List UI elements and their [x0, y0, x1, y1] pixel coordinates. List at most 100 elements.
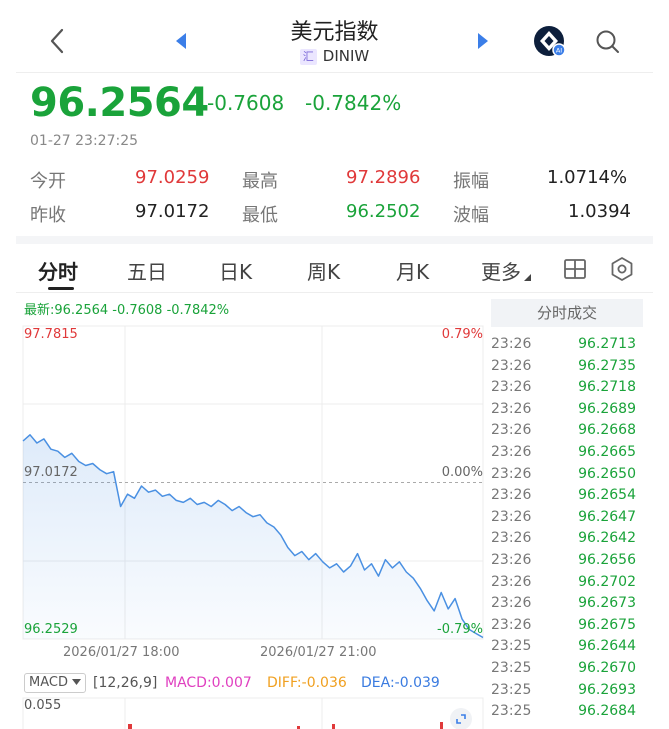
trade-price: 96.2670 [578, 660, 636, 676]
stat-label-low: 最低 [242, 205, 278, 226]
expand-chart-icon[interactable] [450, 708, 472, 729]
instrument-code: 汇 DINIW [0, 47, 669, 65]
stat-value-prev-close: 97.0172 [135, 201, 210, 222]
active-tab-indicator [48, 287, 74, 290]
trade-price: 96.2647 [578, 508, 636, 525]
diff-value: DIFF:-0.036 [267, 675, 347, 691]
trade-price: 96.2673 [578, 595, 636, 612]
tab-more[interactable]: 更多 [481, 256, 531, 285]
trade-price: 96.2668 [578, 422, 636, 439]
chart-legend: 最新:96.2564 -0.7608 -0.7842% [24, 303, 230, 318]
macd-params: [12,26,9] [93, 675, 158, 691]
trade-time: 23:26 [491, 595, 532, 612]
forex-badge: 汇 [299, 49, 317, 65]
stat-label-amplitude: 振幅 [453, 171, 489, 192]
trade-time: 23:26 [491, 552, 532, 568]
trade-price: 96.2718 [578, 379, 636, 396]
price-line [22, 434, 484, 639]
trade-row: 23:26 96.2689 [491, 399, 643, 421]
trade-time: 23:26 [491, 357, 532, 374]
trade-time: 23:26 [491, 508, 532, 525]
trade-price: 96.2642 [578, 530, 636, 547]
trade-time: 23:26 [491, 444, 532, 460]
price-change: -0.7608 [207, 91, 285, 115]
macd-bars [128, 722, 443, 729]
tab-intraday[interactable]: 分时 [38, 260, 78, 284]
previous-item-icon[interactable] [172, 30, 190, 52]
trade-price: 96.2656 [578, 552, 636, 568]
trade-row: 23:25 96.2644 [491, 636, 643, 658]
caret-down-icon [524, 274, 531, 281]
trade-price: 96.2684 [578, 703, 636, 720]
last-price: 96.2564 [30, 80, 209, 126]
tab-five-day[interactable]: 五日 [127, 260, 167, 284]
trade-time: 23:25 [491, 638, 532, 655]
trade-time: 23:25 [491, 681, 532, 698]
trade-row: 23:26 96.2647 [491, 507, 643, 529]
search-icon[interactable] [594, 28, 622, 56]
trade-price: 96.2713 [578, 336, 636, 352]
y-axis-mid-label: 97.0172 [24, 465, 78, 480]
trade-row: 23:26 96.2665 [491, 442, 643, 464]
trade-time: 23:25 [491, 660, 532, 676]
tab-more-label: 更多 [481, 260, 521, 284]
tab-monthly-k[interactable]: 月K [396, 260, 430, 284]
stat-value-high: 97.2896 [346, 167, 421, 188]
dea-value: DEA:-0.039 [361, 675, 440, 691]
trade-time: 23:25 [491, 703, 532, 720]
trade-price: 96.2650 [578, 465, 636, 482]
trade-row: 23:26 96.2675 [491, 615, 643, 637]
trade-row: 23:26 96.2673 [491, 593, 643, 615]
divider [16, 72, 653, 73]
stat-label-high: 最高 [242, 171, 278, 192]
ai-assistant-icon[interactable]: AI [533, 25, 567, 59]
trade-time: 23:26 [491, 422, 532, 439]
next-item-icon[interactable] [474, 30, 492, 52]
stat-value-low: 96.2502 [346, 201, 421, 222]
trade-time: 23:26 [491, 465, 532, 482]
trade-time: 23:26 [491, 400, 532, 417]
pct-axis-max-label: 0.79% [441, 327, 483, 342]
svg-text:AI: AI [556, 47, 562, 55]
stat-label-open: 今开 [30, 171, 66, 192]
stat-label-prev-close: 昨收 [30, 205, 66, 226]
trade-time: 23:26 [491, 487, 532, 504]
tab-daily-k[interactable]: 日K [219, 260, 253, 284]
layout-grid-icon[interactable] [563, 257, 587, 281]
trade-row: 23:25 96.2693 [491, 680, 643, 702]
trade-row: 23:25 96.2670 [491, 658, 643, 680]
trade-row: 23:26 96.2642 [491, 528, 643, 550]
trade-time: 23:26 [491, 379, 532, 396]
trade-row: 23:26 96.2654 [491, 485, 643, 507]
x-axis-label-2: 2026/01/27 21:00 [260, 645, 377, 660]
price-change-percent: -0.7842% [305, 91, 402, 115]
trade-row: 23:26 96.2656 [491, 550, 643, 572]
instrument-code-text: DINIW [322, 47, 370, 65]
page-title: 美元指数 [290, 20, 379, 45]
pct-axis-mid-label: 0.00% [441, 465, 483, 480]
trade-row: 23:26 96.2650 [491, 464, 643, 486]
indicator-selector[interactable]: MACD [24, 673, 87, 693]
trade-price: 96.2689 [578, 400, 636, 417]
divider [16, 292, 653, 293]
tab-weekly-k[interactable]: 周K [307, 260, 341, 284]
stat-value-range: 1.0394 [568, 201, 631, 222]
trade-row: 23:26 96.2702 [491, 572, 643, 594]
trade-price: 96.2644 [578, 638, 636, 655]
intraday-chart[interactable] [0, 318, 490, 729]
trade-price: 96.2654 [578, 487, 636, 504]
price-area [23, 434, 483, 639]
section-divider [16, 236, 653, 244]
indicator-selector-label: MACD [29, 675, 68, 690]
macd-value: MACD:0.007 [165, 675, 252, 691]
trade-price: 96.2675 [578, 616, 636, 633]
trade-time: 23:26 [491, 336, 532, 352]
trade-row: 23:26 96.2718 [491, 377, 643, 399]
trade-price: 96.2702 [578, 573, 636, 590]
top-nav-bar: 美元指数 汇 DINIW AI [0, 0, 669, 72]
chart-settings-icon[interactable] [609, 256, 635, 282]
trade-price: 96.2665 [578, 444, 636, 460]
pct-axis-min-label: -0.79% [437, 622, 483, 637]
back-arrow-icon[interactable] [44, 24, 72, 58]
quote-time: 01-27 23:27:25 [30, 133, 139, 149]
